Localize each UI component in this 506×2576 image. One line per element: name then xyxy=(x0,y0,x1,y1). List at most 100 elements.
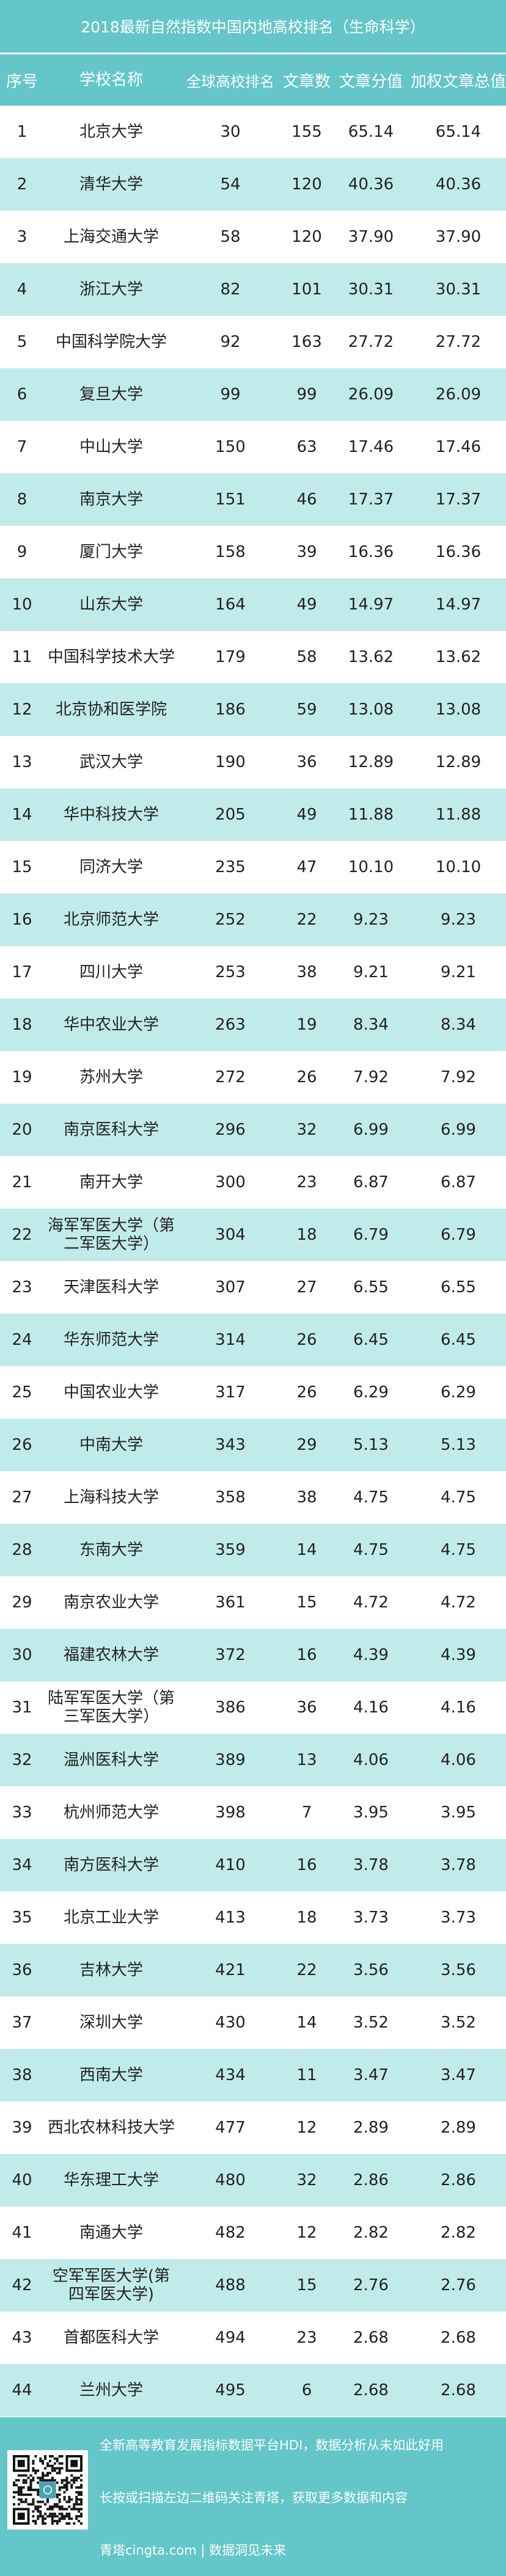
cell-global-rank: 190 xyxy=(215,753,246,771)
cell-school-name: 四川大学 xyxy=(79,963,143,981)
cell-weighted-score: 4.39 xyxy=(441,1646,476,1664)
cell-weighted-score: 65.14 xyxy=(435,123,482,141)
cell-global-rank: 477 xyxy=(215,2119,246,2137)
cell-school-name: 南京大学 xyxy=(79,490,143,509)
cell-article-score: 10.10 xyxy=(348,858,394,876)
cell-article-count: 47 xyxy=(296,858,317,876)
cell-global-rank: 372 xyxy=(215,1646,246,1664)
cell-rank: 36 xyxy=(12,1961,32,1979)
cell-article-count: 120 xyxy=(292,228,322,246)
table-row: 19 苏州大学 272 26 7.92 7.92 xyxy=(0,1051,506,1104)
cell-school-name: 华东师范大学 xyxy=(63,1331,159,1349)
table-row: 11 中国科学技术大学 179 58 13.62 13.62 xyxy=(0,631,506,683)
table-row: 3 上海交通大学 58 120 37.90 37.90 xyxy=(0,211,506,263)
cell-school-name: 北京工业大学 xyxy=(63,1908,159,1927)
cell-school-name: 西北农林科技大学 xyxy=(47,2119,175,2137)
cell-rank: 24 xyxy=(12,1331,32,1349)
cell-school-name: 清华大学 xyxy=(79,175,143,194)
cell-global-rank: 410 xyxy=(215,1856,246,1874)
cell-school-name: 上海科技大学 xyxy=(63,1488,159,1507)
footer-line-1: 全新高等教育发展指标数据平台HDI，数据分析从未如此好用 xyxy=(100,2438,444,2453)
cell-global-rank: 179 xyxy=(215,648,246,666)
cell-article-score: 3.95 xyxy=(353,1803,389,1822)
cell-article-count: 36 xyxy=(296,753,317,771)
cell-global-rank: 235 xyxy=(215,858,246,876)
cell-weighted-score: 37.90 xyxy=(435,228,482,246)
cell-article-count: 39 xyxy=(296,543,317,561)
cell-global-rank: 386 xyxy=(215,1698,246,1717)
cell-article-score: 2.82 xyxy=(353,2224,389,2242)
column-header-article-score: 文章分值 xyxy=(339,72,403,91)
cell-global-rank: 434 xyxy=(215,2066,246,2084)
table-row: 12 北京协和医学院 186 59 13.08 13.08 xyxy=(0,683,506,736)
cell-rank: 32 xyxy=(12,1751,32,1769)
cell-school-name: 中山大学 xyxy=(79,438,143,456)
cell-article-score: 3.56 xyxy=(353,1961,389,1979)
cell-school-name: 东南大学 xyxy=(79,1541,143,1559)
table-row: 18 华中农业大学 263 19 8.34 8.34 xyxy=(0,999,506,1051)
cell-rank: 5 xyxy=(16,333,28,351)
cell-article-score: 2.89 xyxy=(353,2119,389,2137)
table-row: 44 兰州大学 495 6 2.68 2.68 xyxy=(0,2364,506,2417)
cell-article-score: 13.08 xyxy=(348,700,394,719)
cell-article-count: 26 xyxy=(296,1068,317,1086)
cell-school-name: 北京大学 xyxy=(79,123,143,141)
table-row: 23 天津医科大学 307 27 6.55 6.55 xyxy=(0,1261,506,1314)
cell-rank: 9 xyxy=(16,543,28,561)
cell-weighted-score: 17.46 xyxy=(435,438,482,456)
cell-article-count: 58 xyxy=(296,648,317,666)
cell-article-score: 11.88 xyxy=(348,806,394,824)
cell-global-rank: 317 xyxy=(215,1383,246,1402)
cell-article-score: 40.36 xyxy=(348,175,394,194)
cell-school-name: 华中农业大学 xyxy=(63,1016,159,1034)
cell-weighted-score: 26.09 xyxy=(435,385,482,404)
cell-weighted-score: 2.68 xyxy=(441,2381,476,2400)
cell-weighted-score: 3.47 xyxy=(441,2066,476,2084)
cell-weighted-score: 3.78 xyxy=(441,1856,476,1874)
table-row: 4 浙江大学 82 101 30.31 30.31 xyxy=(0,263,506,316)
cell-weighted-score: 3.73 xyxy=(441,1908,476,1927)
cell-article-score: 3.52 xyxy=(353,2014,389,2032)
table-row: 8 南京大学 151 46 17.37 17.37 xyxy=(0,473,506,526)
page-title: 2018最新自然指数中国内地高校排名（生命科学） xyxy=(0,0,506,53)
cell-weighted-score: 16.36 xyxy=(435,543,482,561)
divider xyxy=(0,53,506,54)
cell-rank: 12 xyxy=(12,700,32,719)
cell-rank: 19 xyxy=(12,1068,32,1086)
cell-global-rank: 205 xyxy=(215,806,246,824)
cell-school-name: 厦门大学 xyxy=(79,543,143,561)
cell-weighted-score: 6.79 xyxy=(441,1226,476,1244)
table-row: 2 清华大学 54 120 40.36 40.36 xyxy=(0,158,506,211)
cell-school-name: 武汉大学 xyxy=(79,753,143,771)
cell-school-name: 空军军医大学(第四军医大学) xyxy=(52,2267,170,2304)
cell-article-score: 37.90 xyxy=(348,228,394,246)
cell-article-score: 6.79 xyxy=(353,1226,389,1244)
table-row: 26 中南大学 343 29 5.13 5.13 xyxy=(0,1419,506,1471)
table-row: 33 杭州师范大学 398 7 3.95 3.95 xyxy=(0,1786,506,1839)
footer-link[interactable]: 青塔cingta.com | 数据洞见未来 xyxy=(100,2543,287,2558)
table-row: 13 武汉大学 190 36 12.89 12.89 xyxy=(0,736,506,788)
cell-school-name: 福建农林大学 xyxy=(63,1646,159,1664)
table-row: 30 福建农林大学 372 16 4.39 4.39 xyxy=(0,1629,506,1681)
cell-article-count: 27 xyxy=(296,1278,317,1297)
cell-article-score: 3.47 xyxy=(353,2066,389,2084)
cell-weighted-score: 6.87 xyxy=(441,1173,476,1192)
cell-weighted-score: 9.21 xyxy=(441,963,476,981)
cell-article-count: 15 xyxy=(296,1593,317,1612)
cell-article-count: 99 xyxy=(296,385,317,404)
cell-global-rank: 304 xyxy=(215,1226,246,1244)
cell-rank: 39 xyxy=(12,2119,32,2137)
cell-global-rank: 300 xyxy=(215,1173,246,1192)
cell-article-score: 9.21 xyxy=(353,963,389,981)
cell-rank: 25 xyxy=(12,1383,32,1402)
column-header-rank: 序号 xyxy=(6,72,38,91)
cell-article-score: 2.68 xyxy=(353,2381,389,2400)
cell-rank: 34 xyxy=(12,1856,32,1874)
cell-article-count: 29 xyxy=(296,1436,317,1454)
table-row: 1 北京大学 30 155 65.14 65.14 xyxy=(0,106,506,158)
cell-rank: 8 xyxy=(16,490,28,509)
cell-weighted-score: 2.86 xyxy=(441,2171,476,2189)
table-row: 36 吉林大学 421 22 3.56 3.56 xyxy=(0,1944,506,1996)
cell-global-rank: 488 xyxy=(215,2276,246,2294)
table-row: 7 中山大学 150 63 17.46 17.46 xyxy=(0,421,506,473)
